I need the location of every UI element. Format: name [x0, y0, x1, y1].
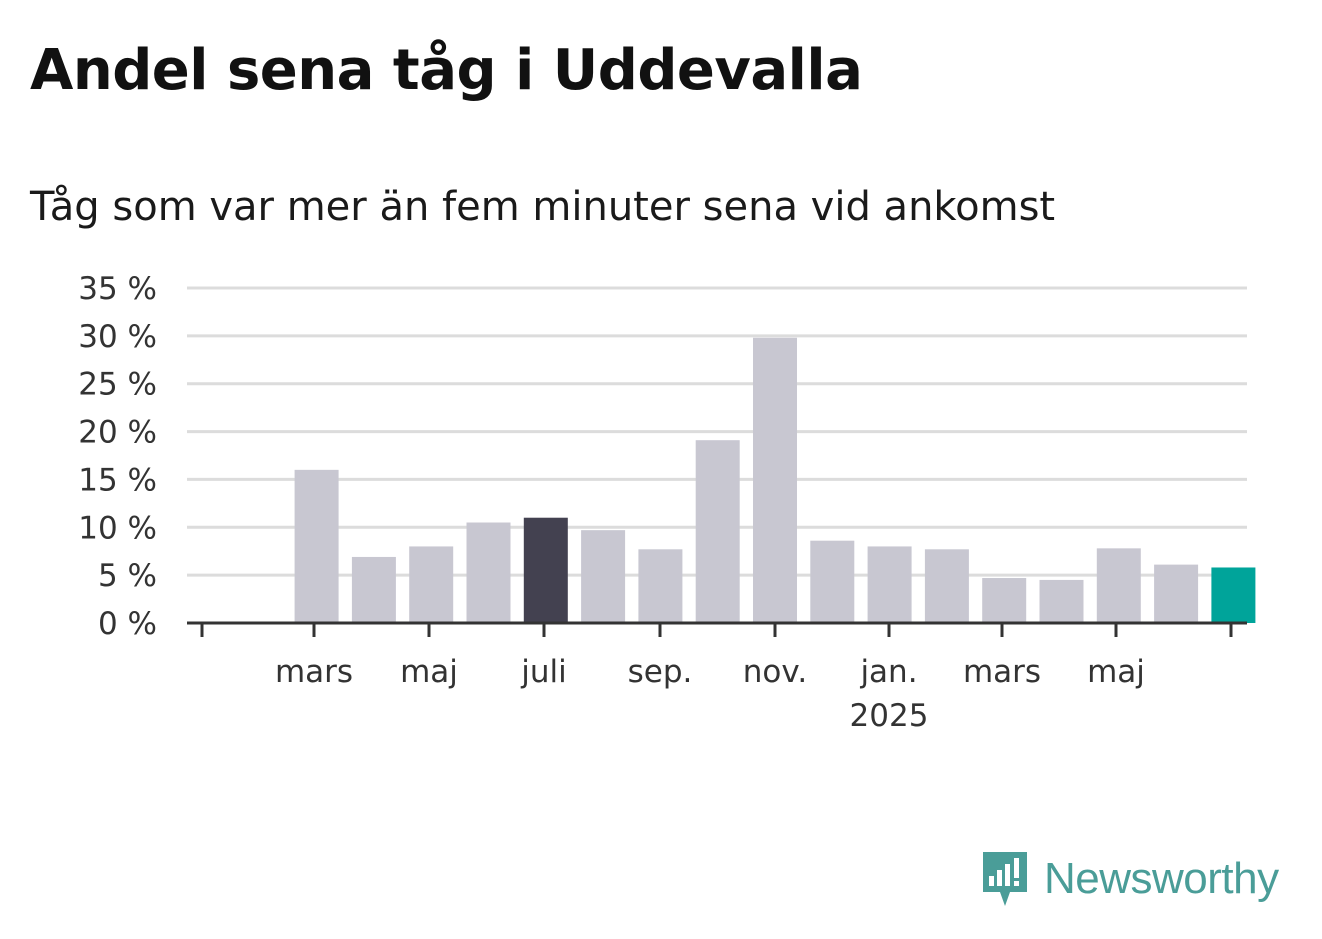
- bar: [294, 469, 339, 623]
- bar: [867, 546, 912, 623]
- x-tick-label: jan.: [859, 654, 917, 690]
- bar: [982, 578, 1027, 623]
- bar: [638, 549, 683, 623]
- newsworthy-logo-icon: [983, 852, 1027, 906]
- bar: [753, 337, 797, 623]
- x-tick-label: mars: [963, 654, 1041, 690]
- y-tick-label: 30 %: [78, 319, 157, 355]
- x-tick-year-label: 2025: [850, 698, 929, 734]
- bar: [810, 540, 855, 623]
- bar: [581, 530, 626, 623]
- bar: [695, 440, 740, 623]
- bar: [1096, 548, 1141, 623]
- x-tick-label: juli: [520, 654, 567, 690]
- y-tick-label: 15 %: [78, 462, 157, 498]
- y-tick-label: 0 %: [98, 606, 157, 642]
- x-tick-label: maj: [400, 654, 458, 690]
- bar: [466, 522, 511, 623]
- bar: [1154, 564, 1199, 623]
- y-tick-label: 5 %: [98, 558, 157, 594]
- chart-title: Andel sena tåg i Uddevalla: [30, 38, 863, 103]
- y-tick-label: 20 %: [78, 415, 157, 451]
- newsworthy-logo: Newsworthy: [980, 850, 1279, 908]
- x-tick-label: sep.: [628, 654, 693, 690]
- bar: [409, 546, 454, 623]
- bar: [351, 556, 396, 623]
- bar: [924, 549, 969, 623]
- bar: [1039, 579, 1084, 623]
- bar: [1211, 567, 1256, 623]
- chart-subtitle: Tåg som var mer än fem minuter sena vid …: [30, 184, 1056, 230]
- x-tick-label: mars: [275, 654, 353, 690]
- y-tick-label: 35 %: [78, 271, 157, 307]
- y-tick-label: 25 %: [78, 367, 157, 403]
- bar-chart: 0 % 5 % 10 % 15 % 20 % 25 % 30 % 35 % mars maj jul…: [78, 271, 1256, 734]
- y-tick-label: 10 %: [78, 510, 157, 546]
- x-tick-label: nov.: [743, 654, 807, 690]
- brand-name: Newsworthy: [1044, 854, 1279, 903]
- x-tick-label: maj: [1087, 654, 1145, 690]
- bar: [523, 517, 568, 623]
